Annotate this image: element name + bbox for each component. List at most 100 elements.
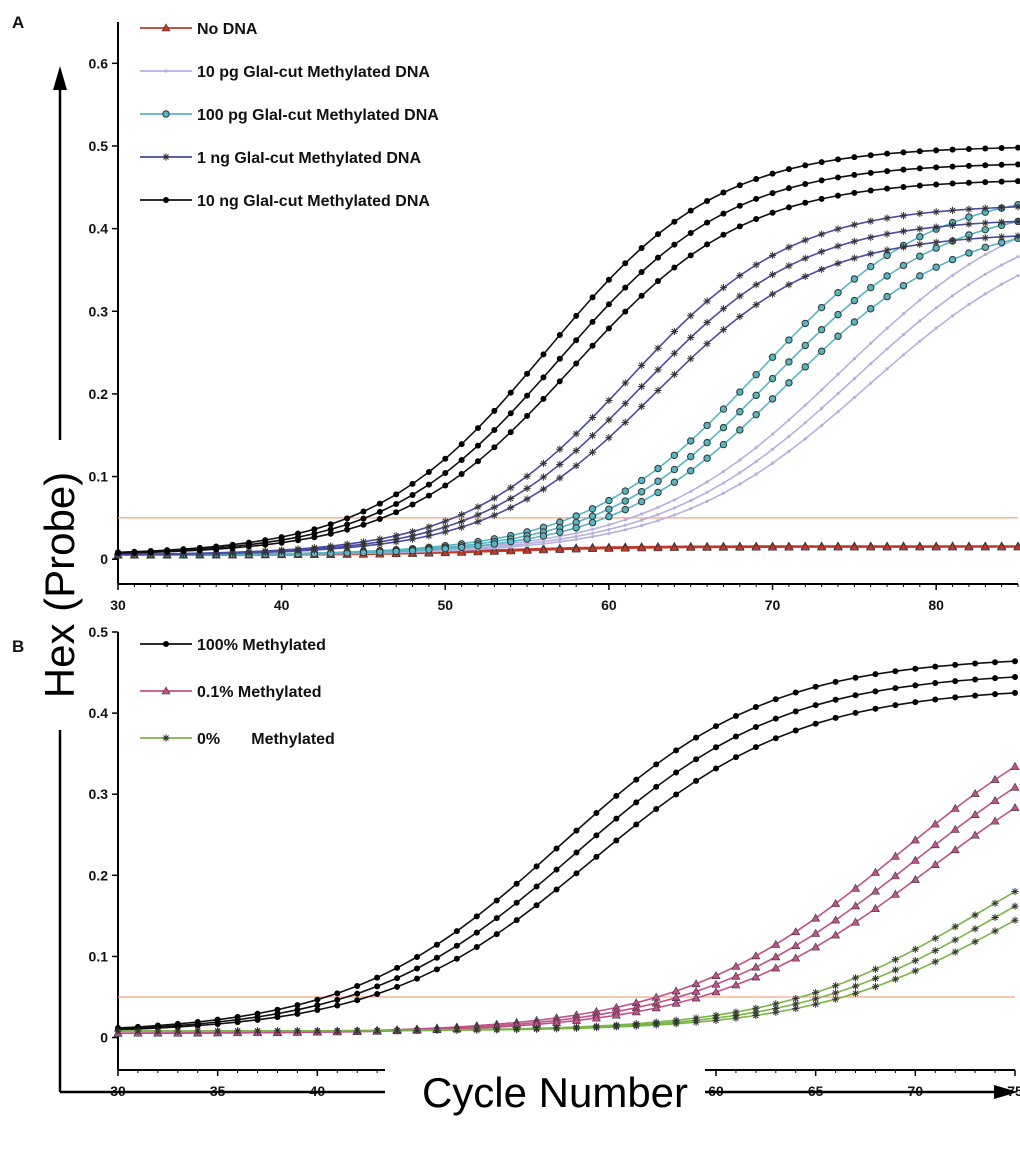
- data-point: [951, 936, 959, 944]
- data-point: [640, 512, 644, 516]
- data-point: [1012, 674, 1018, 681]
- data-point: [834, 288, 842, 297]
- data-point: [687, 229, 694, 236]
- data-point: [951, 948, 959, 956]
- data-point: [850, 254, 858, 262]
- y-tick-label: 0.5: [89, 138, 109, 154]
- data-point: [310, 546, 318, 554]
- legend-label: 1 ng GlaI-cut Methylated DNA: [197, 150, 421, 167]
- data-point: [360, 508, 367, 515]
- data-point: [785, 281, 793, 289]
- legend-item: 0% Methylated: [136, 724, 344, 748]
- data-point: [654, 488, 662, 497]
- data-point: [509, 545, 513, 549]
- data-point: [523, 535, 531, 543]
- data-point: [732, 712, 739, 719]
- data-point: [453, 1026, 461, 1034]
- data-point: [932, 263, 940, 271]
- data-point: [965, 179, 972, 186]
- data-point: [1000, 263, 1004, 267]
- data-point: [571, 544, 581, 553]
- data-point: [736, 312, 744, 321]
- data-point: [540, 395, 547, 402]
- data-point: [539, 459, 548, 467]
- data-point: [872, 705, 879, 712]
- data-point: [613, 837, 620, 844]
- data-point: [871, 983, 880, 991]
- data-point: [314, 1007, 321, 1014]
- data-point: [670, 478, 679, 486]
- data-point: [882, 542, 892, 551]
- data-point: [772, 715, 779, 722]
- data-point: [703, 297, 711, 305]
- data-point: [493, 1026, 501, 1034]
- data-point: [359, 542, 368, 550]
- data-point: [314, 996, 321, 1003]
- series-0: [115, 658, 1018, 1033]
- data-point: [851, 901, 861, 910]
- data-point: [884, 150, 891, 157]
- legend-backdrop: [136, 186, 439, 210]
- data-point: [771, 963, 781, 972]
- data-point: [771, 939, 781, 948]
- data-point: [1013, 542, 1020, 551]
- data-point: [513, 899, 520, 906]
- data-point: [990, 795, 1000, 804]
- data-point: [751, 542, 761, 551]
- data-point: [850, 296, 859, 305]
- data-point: [442, 469, 449, 476]
- data-point: [791, 953, 801, 962]
- data-point: [413, 1026, 421, 1035]
- data-point: [965, 145, 972, 152]
- data-point: [890, 851, 900, 860]
- data-point: [981, 219, 989, 227]
- legend-swatch-marker: [161, 23, 171, 32]
- data-point: [573, 312, 580, 319]
- data-point: [1010, 782, 1020, 791]
- data-point: [967, 282, 971, 287]
- data-point: [164, 548, 171, 555]
- data-point: [572, 462, 580, 470]
- data-point: [885, 367, 889, 371]
- data-point: [633, 776, 640, 783]
- data-point: [687, 312, 695, 320]
- data-point: [376, 548, 384, 556]
- data-point: [593, 809, 600, 816]
- data-point: [507, 410, 514, 417]
- data-point: [262, 541, 269, 548]
- legend-swatch-marker: [162, 153, 170, 161]
- series-1: [113, 761, 1020, 1037]
- data-point: [883, 246, 891, 254]
- legend-backdrop: [136, 100, 448, 124]
- data-point: [314, 1002, 321, 1009]
- data-point: [588, 544, 598, 553]
- data-point: [932, 208, 940, 216]
- legend-label: No DNA: [197, 21, 258, 38]
- data-point: [245, 543, 252, 550]
- data-point: [394, 983, 401, 990]
- data-point: [507, 484, 515, 492]
- data-point: [458, 523, 466, 531]
- data-point: [425, 528, 433, 536]
- data-point: [656, 512, 660, 517]
- data-point: [574, 537, 578, 542]
- data-point: [901, 312, 906, 316]
- data-point: [607, 523, 611, 527]
- data-point: [883, 230, 891, 238]
- data-point: [592, 1024, 600, 1032]
- data-point: [719, 440, 728, 449]
- legend-item: 0.1% Methylated: [136, 677, 330, 701]
- data-point: [409, 480, 416, 487]
- data-point: [991, 927, 999, 935]
- data-point: [556, 445, 564, 453]
- series-line: [117, 203, 1019, 556]
- data-point: [891, 956, 899, 964]
- data-point: [234, 1019, 241, 1026]
- data-point: [374, 991, 381, 998]
- data-point: [768, 251, 777, 259]
- data-point: [360, 515, 367, 522]
- data-point: [473, 547, 483, 556]
- data-point: [637, 543, 647, 552]
- data-point: [801, 272, 809, 281]
- data-point: [687, 207, 694, 214]
